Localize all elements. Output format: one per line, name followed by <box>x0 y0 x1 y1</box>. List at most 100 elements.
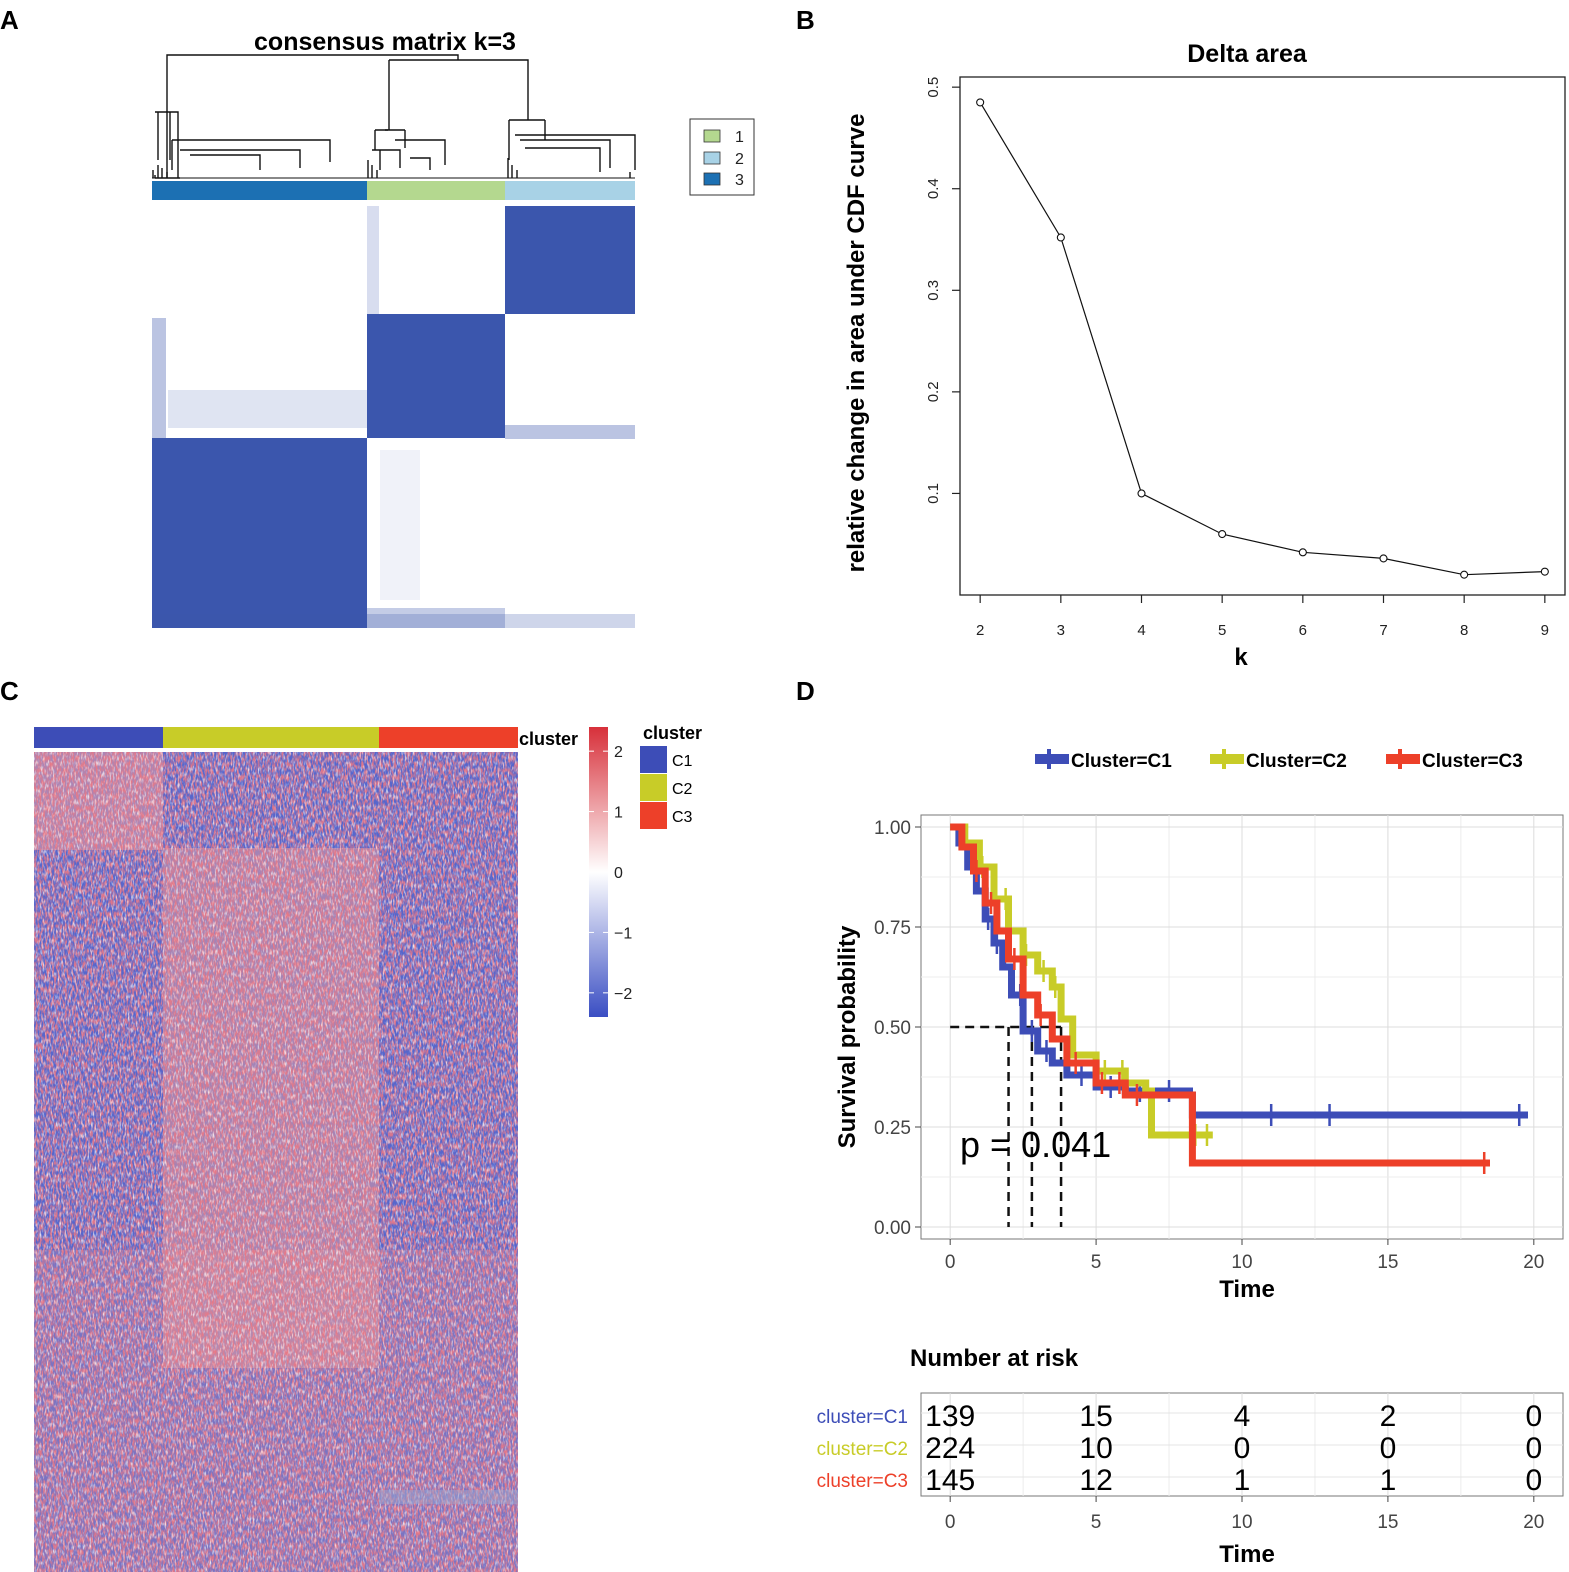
risk-xtick-label: 5 <box>1091 1512 1102 1533</box>
delta-xtick-label: 7 <box>1379 622 1387 639</box>
heatmap-legend-label-c3: C3 <box>672 809 693 826</box>
km-xlabel: Time <box>1219 1276 1275 1303</box>
km-xtick-label: 15 <box>1377 1252 1398 1273</box>
consensus-block-cluster2 <box>505 206 635 314</box>
km-pvalue: p = 0.041 <box>960 1124 1111 1165</box>
consensus-title: consensus matrix k=3 <box>254 28 516 56</box>
km-ytick-label: 0.75 <box>874 918 911 939</box>
delta-ytick-label: 0.2 <box>925 381 942 402</box>
risk-cell: 139 <box>925 1400 975 1433</box>
risk-row-label: cluster=C2 <box>817 1439 908 1460</box>
risk-cell: 0 <box>1525 1464 1542 1497</box>
expression-heatmap: cluster <box>34 727 578 1572</box>
heatmap-legend-label-c1: C1 <box>672 753 693 770</box>
colorbar-tick-label: 2 <box>614 744 623 761</box>
panel-label-b: B <box>796 5 815 35</box>
km-xtick-label: 5 <box>1091 1252 1102 1273</box>
consensus-bar-cluster3 <box>152 181 367 200</box>
km-legend-c2: Cluster=C2 <box>1246 751 1347 772</box>
consensus-dendrogram <box>152 54 636 179</box>
risk-cell: 0 <box>1234 1432 1251 1465</box>
heatmap-legend: cluster C1 C2 C3 <box>640 723 702 829</box>
risk-cell: 224 <box>925 1432 975 1465</box>
delta-xtick-label: 4 <box>1137 622 1145 639</box>
risk-xtick-label: 10 <box>1231 1512 1252 1533</box>
colorbar-tick-label: −2 <box>614 986 632 1003</box>
km-xtick-label: 20 <box>1523 1252 1544 1273</box>
delta-axes: 2 3 4 5 6 7 8 9 0.1 0.2 0.3 0.4 0.5 <box>925 77 1549 639</box>
consensus-matrix <box>152 206 635 628</box>
delta-point <box>1056 233 1065 242</box>
risk-xlabel: Time <box>1219 1541 1275 1568</box>
risk-title: Number at risk <box>910 1345 1079 1372</box>
risk-cell: 1 <box>1380 1464 1397 1497</box>
delta-point <box>1298 548 1307 557</box>
heatmap-legend-label-c2: C2 <box>672 781 693 798</box>
colorbar-tick-label: 1 <box>614 805 623 822</box>
delta-xtick-label: 6 <box>1299 622 1307 639</box>
delta-line <box>979 102 1545 576</box>
km-ytick-label: 0.50 <box>874 1018 911 1039</box>
heatmap-legend-swatch-c1 <box>640 746 667 773</box>
consensus-legend-swatch-1 <box>703 129 721 143</box>
heatmap-annot-label: cluster <box>519 729 578 749</box>
delta-point <box>1379 554 1388 563</box>
consensus-bar-cluster1 <box>367 181 505 200</box>
delta-points <box>976 98 1549 579</box>
delta-ytick-label: 0.4 <box>925 178 942 199</box>
km-xtick-label: 0 <box>945 1252 956 1273</box>
delta-ytick-label: 0.5 <box>925 77 942 98</box>
risk-cell: 4 <box>1234 1400 1251 1433</box>
colorbar-tick-label: −1 <box>614 925 632 942</box>
consensus-legend: 1 2 3 <box>689 118 755 196</box>
risk-cell: 12 <box>1079 1464 1112 1497</box>
delta-point <box>1540 567 1549 576</box>
risk-cell: 2 <box>1380 1400 1397 1433</box>
delta-point <box>1218 530 1227 539</box>
risk-xtick-label: 15 <box>1377 1512 1398 1533</box>
consensus-legend-label-2: 2 <box>735 151 744 168</box>
km-legend-c3: Cluster=C3 <box>1422 751 1523 772</box>
risk-row-label: cluster=C1 <box>817 1407 908 1428</box>
heatmap-legend-swatch-c2 <box>640 774 667 801</box>
delta-xtick-label: 2 <box>976 622 984 639</box>
consensus-legend-swatch-2 <box>703 151 721 165</box>
km-legend: Cluster=C1 Cluster=C2 Cluster=C3 <box>1035 749 1523 772</box>
km-ylabel: Survival probability <box>834 925 861 1148</box>
heatmap-annot-c2 <box>163 727 379 748</box>
km-ytick-label: 0.00 <box>874 1218 911 1239</box>
risk-cell: 15 <box>1079 1400 1112 1433</box>
panel-label-a: A <box>0 5 19 35</box>
consensus-block-cluster1 <box>367 314 505 438</box>
heatmap-legend-title: cluster <box>643 723 702 743</box>
delta-title: Delta area <box>1187 40 1308 68</box>
delta-point <box>1137 489 1146 498</box>
consensus-legend-swatch-3 <box>703 172 721 186</box>
risk-cell: 10 <box>1079 1432 1112 1465</box>
colorbar-tick-label: 0 <box>614 865 623 882</box>
km-curves <box>950 823 1528 1174</box>
consensus-cluster-bar <box>152 181 635 200</box>
consensus-legend-label-1: 1 <box>735 129 744 146</box>
risk-cell: 1 <box>1234 1464 1251 1497</box>
consensus-bar-cluster2 <box>505 181 635 200</box>
heatmap-legend-swatch-c3 <box>640 802 667 829</box>
risk-grid: 0 5 10 15 20 <box>921 1393 1563 1533</box>
risk-xtick-label: 0 <box>945 1512 956 1533</box>
delta-ylabel: relative change in area under CDF curve <box>843 114 870 573</box>
risk-cell: 0 <box>1380 1432 1397 1465</box>
heatmap-annot-c1 <box>34 727 163 748</box>
consensus-block-cluster3 <box>152 438 367 628</box>
km-ytick-label: 1.00 <box>874 818 911 839</box>
km-xtick-label: 10 <box>1231 1252 1252 1273</box>
delta-plot-box <box>959 76 1566 596</box>
risk-xtick-label: 20 <box>1523 1512 1544 1533</box>
delta-xtick-label: 8 <box>1460 622 1468 639</box>
delta-xtick-label: 5 <box>1218 622 1226 639</box>
delta-xtick-label: 3 <box>1057 622 1065 639</box>
risk-cell: 145 <box>925 1464 975 1497</box>
delta-xlabel: k <box>1234 644 1248 671</box>
heatmap-annot-c3 <box>379 727 518 748</box>
risk-row-label: cluster=C3 <box>817 1471 908 1492</box>
